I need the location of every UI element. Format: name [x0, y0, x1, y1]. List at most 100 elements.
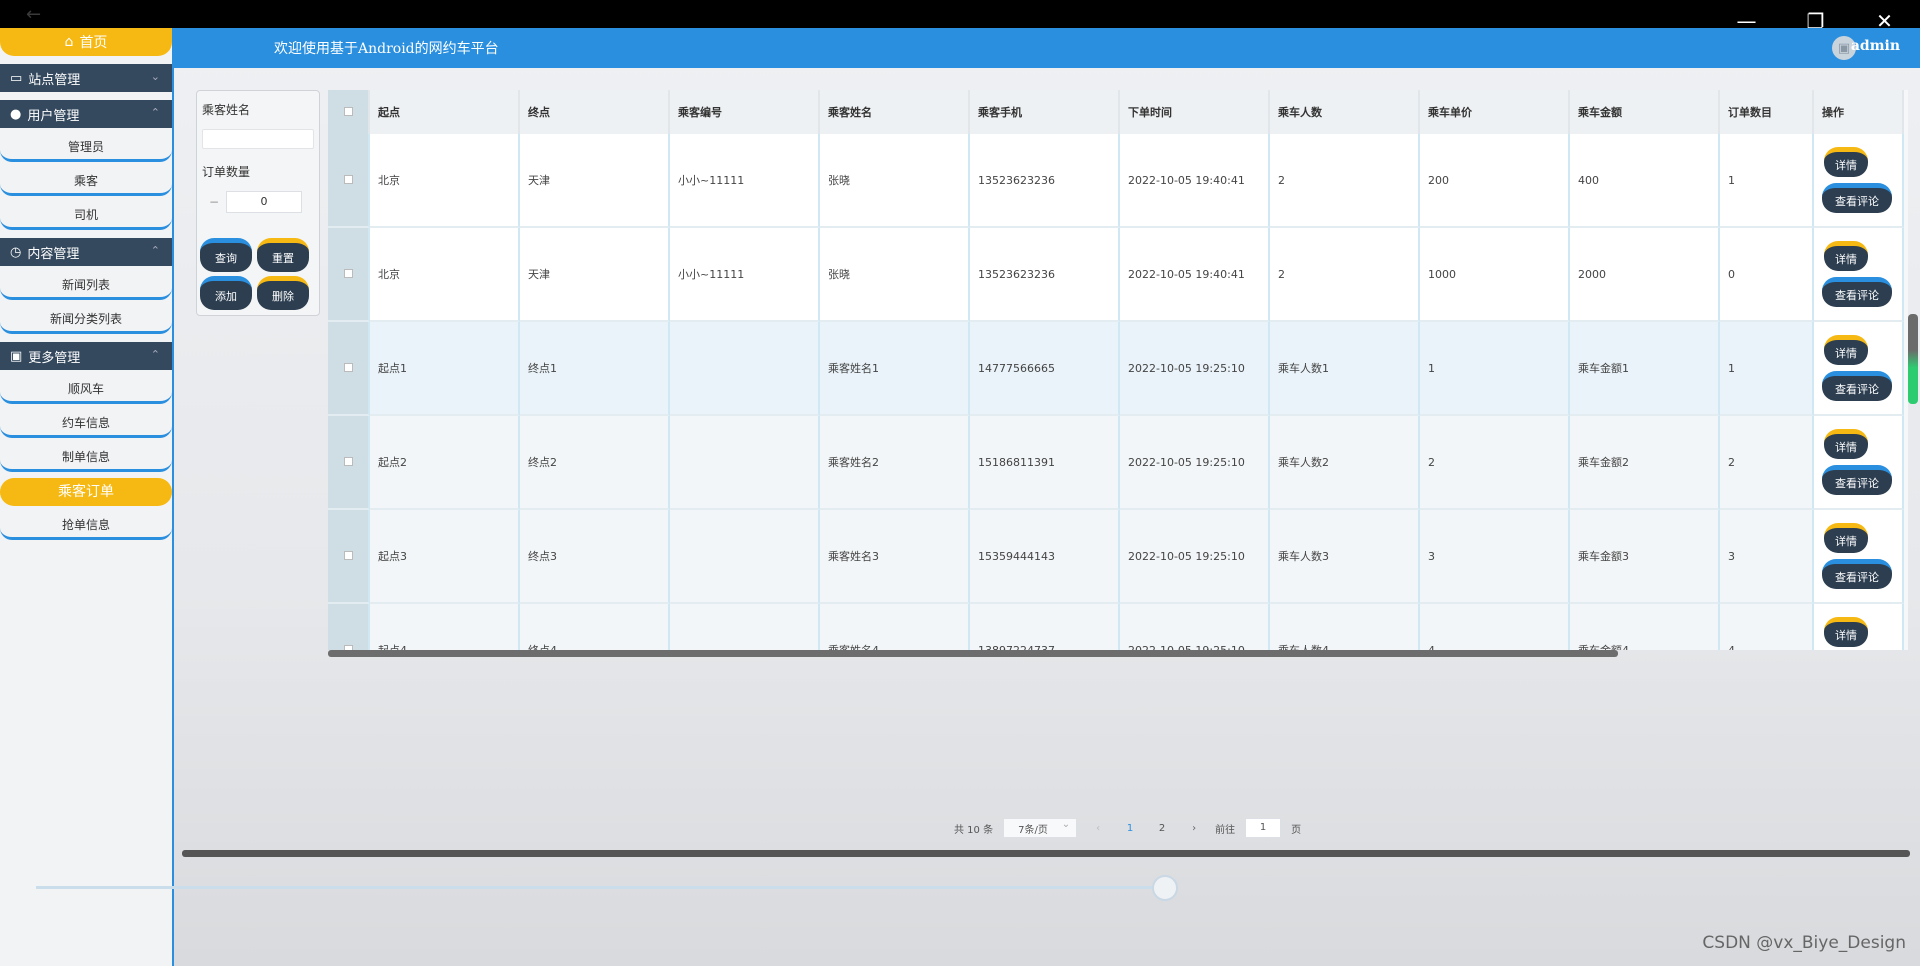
- table-cell: 天津: [520, 134, 670, 228]
- table-cell: 3: [1420, 510, 1570, 604]
- detail-button[interactable]: 详情: [1824, 523, 1868, 553]
- sidebar-group-label: 更多管理: [28, 350, 81, 366]
- sidebar-item-passenger[interactable]: 乘客: [0, 168, 172, 196]
- table-cell: 2: [1270, 134, 1420, 228]
- sidebar-group-more[interactable]: ▣ 更多管理 ⌃: [0, 342, 172, 370]
- view-reviews-button[interactable]: 查看评论: [1822, 371, 1892, 401]
- view-reviews-button[interactable]: 查看评论: [1822, 183, 1892, 213]
- chevron-up-icon: ⌃: [150, 244, 160, 257]
- row-checkbox[interactable]: [343, 644, 353, 650]
- table-cell: 0: [1720, 228, 1814, 322]
- table-row[interactable]: 起点1 终点1 乘客姓名1 14777566665 2022-10-05 19:25:1…: [328, 322, 1904, 416]
- page-button-2[interactable]: 2: [1158, 822, 1166, 834]
- table-cell: 2022-10-05 19:25:10: [1120, 322, 1270, 416]
- table-row[interactable]: 起点3 终点3 乘客姓名3 15359444143 2022-10-05 19:25:1…: [328, 510, 1904, 604]
- column-header: 终点: [520, 90, 670, 134]
- table-vertical-scrollbar[interactable]: [1908, 314, 1918, 404]
- close-icon[interactable]: ✕: [1876, 9, 1893, 33]
- detail-button[interactable]: 详情: [1824, 241, 1868, 271]
- row-checkbox[interactable]: [343, 550, 353, 560]
- back-arrow-icon[interactable]: ←: [26, 4, 42, 25]
- sidebar-item-order-make[interactable]: 制单信息: [0, 444, 172, 472]
- table-horizontal-scrollbar[interactable]: [328, 650, 1618, 657]
- row-checkbox-cell: [328, 134, 370, 228]
- avatar-icon[interactable]: ▣: [1832, 36, 1856, 60]
- minus-icon[interactable]: −: [208, 195, 220, 209]
- detail-button[interactable]: 详情: [1824, 617, 1868, 647]
- row-checkbox[interactable]: [343, 174, 353, 184]
- table-row[interactable]: 起点4终点4 乘客姓名4138972247372022-10-05 19:25:1…: [328, 604, 1904, 650]
- goto-page-input[interactable]: 1: [1245, 818, 1282, 838]
- table-cell: 小小~11111: [670, 228, 820, 322]
- username[interactable]: admin: [1850, 38, 1900, 54]
- table-cell: 1: [1720, 322, 1814, 416]
- view-reviews-button[interactable]: 查看评论: [1822, 465, 1892, 495]
- table-cell: [670, 604, 820, 650]
- table-cell: 2022-10-05 19:25:10: [1120, 510, 1270, 604]
- table-cell: 乘车人数4: [1270, 604, 1420, 650]
- row-actions: 详情查看评论: [1814, 134, 1904, 228]
- video-progress-handle[interactable]: [1152, 875, 1178, 901]
- row-checkbox[interactable]: [343, 456, 353, 466]
- chevron-up-icon: ⌃: [150, 106, 160, 119]
- minimize-icon[interactable]: —: [1736, 9, 1757, 33]
- sidebar-group-users[interactable]: ● 用户管理 ⌃: [0, 100, 172, 128]
- select-all-checkbox-cell: [328, 90, 370, 134]
- sidebar-item-carpool[interactable]: 顺风车: [0, 376, 172, 404]
- detail-button[interactable]: 详情: [1824, 335, 1868, 365]
- query-button[interactable]: 查询: [200, 238, 252, 272]
- table-cell: 起点3: [370, 510, 520, 604]
- table-cell: 乘客姓名2: [820, 416, 970, 510]
- passenger-name-input[interactable]: [202, 129, 314, 149]
- table-cell: 北京: [370, 228, 520, 322]
- row-checkbox[interactable]: [343, 362, 353, 372]
- sidebar-item-booking[interactable]: 约车信息: [0, 410, 172, 438]
- detail-button[interactable]: 详情: [1824, 147, 1868, 177]
- detail-button[interactable]: 详情: [1824, 429, 1868, 459]
- sidebar-item-grab-order[interactable]: 抢单信息: [0, 512, 172, 540]
- page-horizontal-scrollbar[interactable]: [182, 850, 1910, 857]
- sidebar-item-news-category[interactable]: 新闻分类列表: [0, 306, 172, 334]
- table-cell: 2022-10-05 19:40:41: [1120, 134, 1270, 228]
- prev-page-button[interactable]: ‹: [1096, 822, 1101, 834]
- view-reviews-button[interactable]: 查看评论: [1822, 277, 1892, 307]
- column-header: 乘客手机: [970, 90, 1120, 134]
- table-row[interactable]: 北京 天津 小小~11111 张晓 13523623236 2022-10-05 19:4…: [328, 134, 1904, 228]
- table-cell: 4: [1420, 604, 1570, 650]
- table-cell: 15186811391: [970, 416, 1120, 510]
- table-cell: 2022-10-05 19:25:10: [1120, 416, 1270, 510]
- sidebar-home[interactable]: ⌂ 首页: [0, 28, 172, 56]
- table-cell: 200: [1420, 134, 1570, 228]
- table-cell: 乘客姓名4: [820, 604, 970, 650]
- select-all-checkbox[interactable]: [343, 106, 353, 116]
- column-header: 乘客编号: [670, 90, 820, 134]
- page-button-1[interactable]: 1: [1126, 822, 1134, 834]
- row-actions: 详情查看评论: [1814, 416, 1904, 510]
- next-page-button[interactable]: ›: [1192, 822, 1197, 834]
- order-count-input[interactable]: 0: [226, 191, 302, 213]
- row-checkbox[interactable]: [343, 268, 353, 278]
- search-panel: 乘客姓名 订单数量 − 0 查询 重置 添加 删除: [196, 90, 320, 316]
- sidebar-group-site[interactable]: ▭ 站点管理 ⌄: [0, 64, 172, 92]
- delete-button[interactable]: 删除: [257, 276, 309, 310]
- add-button[interactable]: 添加: [200, 276, 252, 310]
- sidebar-item-admin[interactable]: 管理员: [0, 134, 172, 162]
- pagination: 共 10 条 7条/页 ‹ 1 2 › 前往 1 页: [954, 816, 1301, 840]
- table-row[interactable]: 北京 天津 小小~11111 张晓 13523623236 2022-10-05 19:4…: [328, 228, 1904, 322]
- sidebar-item-driver[interactable]: 司机: [0, 202, 172, 230]
- table-row[interactable]: 起点2 终点2 乘客姓名2 15186811391 2022-10-05 19:25:1…: [328, 416, 1904, 510]
- reset-button[interactable]: 重置: [257, 238, 309, 272]
- restore-icon[interactable]: ❐: [1806, 9, 1825, 33]
- sidebar-group-content[interactable]: ◷ 内容管理 ⌃: [0, 238, 172, 266]
- sidebar-item-passenger-orders[interactable]: 乘客订单: [0, 478, 172, 506]
- sidebar-group-label: 站点管理: [28, 72, 81, 88]
- video-progress-track[interactable]: [36, 886, 1166, 889]
- top-header: 欢迎使用基于Android的网约车平台 ▣ admin: [174, 28, 1920, 68]
- sidebar-item-news[interactable]: 新闻列表: [0, 272, 172, 300]
- table-cell: 乘客姓名1: [820, 322, 970, 416]
- table-cell: [670, 416, 820, 510]
- view-reviews-button[interactable]: 查看评论: [1822, 559, 1892, 589]
- table-cell: 2: [1270, 228, 1420, 322]
- sidebar-home-label: 首页: [79, 35, 108, 51]
- page-size-select[interactable]: 7条/页: [1003, 818, 1078, 838]
